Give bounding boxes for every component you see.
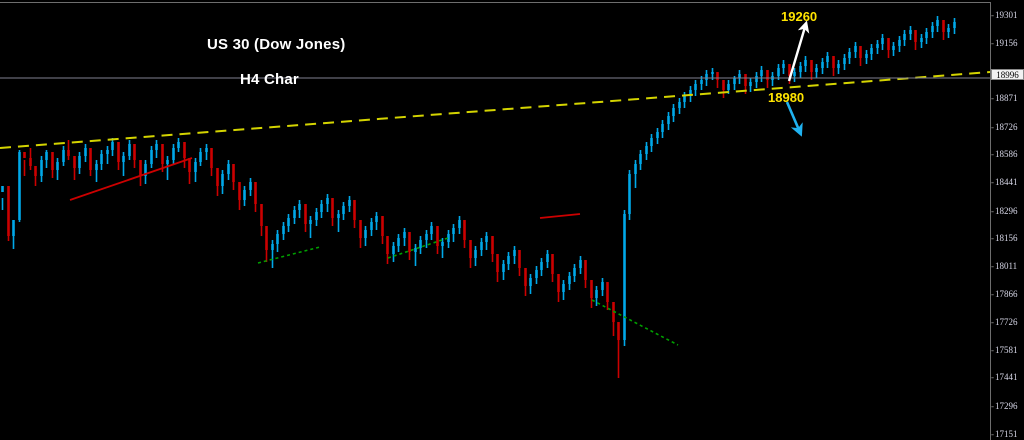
price-axis-tick: -19301 (991, 9, 1024, 21)
price-axis-tick-label: 18011 (995, 261, 1018, 272)
price-scale[interactable]: -19301 -19156 18996 -18871 -18726 -18586 -1844… (991, 0, 1024, 440)
tick-mark-icon: - (991, 232, 994, 243)
price-axis-tick: -17151 (991, 428, 1024, 440)
tick-mark-icon: - (991, 316, 994, 327)
axis-divider (990, 3, 991, 440)
price-axis-tick: -19156 (991, 37, 1024, 49)
red-trendline-right (539, 213, 581, 219)
green-trendline-right (591, 299, 679, 346)
tick-mark-icon: - (991, 121, 994, 132)
price-axis-tick: -18726 (991, 121, 1024, 133)
price-axis-tick: -18586 (991, 148, 1024, 160)
candlestick-bars (1, 16, 956, 378)
tick-mark-icon: - (991, 261, 994, 272)
tick-mark-icon: - (991, 93, 994, 104)
price-axis-tick: -18441 (991, 176, 1024, 188)
price-axis-tick: -17581 (991, 344, 1024, 356)
arrow-down-bearish (785, 101, 803, 137)
forecast-arrows (785, 20, 810, 137)
price-axis-tick-label: 17726 (995, 316, 1018, 327)
price-axis-tick-label: 17866 (995, 289, 1018, 300)
price-axis-tick-label: 17441 (995, 372, 1018, 383)
price-axis-tick-label: 17296 (995, 400, 1018, 411)
price-axis-tick-label: 18441 (995, 177, 1018, 188)
price-axis-tick: -17296 (991, 400, 1024, 412)
price-axis-tick: -18011 (991, 260, 1024, 272)
tick-mark-icon: - (991, 345, 994, 356)
annotation-target-lower: 18980 (768, 90, 805, 105)
green-trendline-left (257, 246, 321, 264)
tick-mark-icon: - (991, 205, 994, 216)
green-trendline-mid (387, 237, 449, 259)
tick-mark-icon: - (991, 372, 994, 383)
tick-mark-icon: - (991, 428, 994, 439)
price-axis-tick: -17726 (991, 316, 1024, 328)
tick-mark-icon: - (991, 37, 994, 48)
price-axis-tick-label: 19301 (995, 9, 1018, 20)
price-axis-tick-label: 18871 (995, 93, 1018, 104)
trendline-overlays (0, 71, 990, 346)
red-trendline-left (69, 157, 193, 201)
tick-mark-icon: - (991, 400, 994, 411)
price-axis-tick-label: 18726 (995, 121, 1018, 132)
price-axis-tick-label: 18156 (995, 232, 1018, 243)
tick-mark-icon: - (991, 9, 994, 20)
current-price-label: 18996 (991, 69, 1024, 80)
arrow-up-bullish (787, 20, 810, 82)
price-axis-tick-label: 18296 (995, 205, 1018, 216)
price-axis-tick-label: 17581 (995, 345, 1018, 356)
chart-subtitle: H4 Char (240, 71, 299, 88)
price-axis-tick-label: 19156 (995, 37, 1018, 48)
tick-mark-icon: - (991, 289, 994, 300)
yellow-dashed-trendline (0, 71, 990, 149)
price-axis-tick: -17866 (991, 288, 1024, 300)
chart-title: US 30 (Dow Jones) (207, 36, 346, 53)
window-top-border (0, 2, 1024, 3)
price-axis-tick: -18156 (991, 232, 1024, 244)
chart-plot-area[interactable]: US 30 (Dow Jones) H4 Char 19260 18980 (0, 3, 990, 440)
price-axis-tick-label: 17151 (995, 428, 1018, 439)
price-chart-svg (0, 16, 990, 378)
price-axis-tick: -18871 (991, 92, 1024, 104)
tick-mark-icon: - (991, 148, 994, 159)
annotation-target-upper: 19260 (781, 9, 818, 24)
price-axis-tick: -17441 (991, 371, 1024, 383)
tick-mark-icon: - (991, 177, 994, 188)
price-axis-tick-label: 18586 (995, 148, 1018, 159)
price-axis-tick: -18296 (991, 205, 1024, 217)
